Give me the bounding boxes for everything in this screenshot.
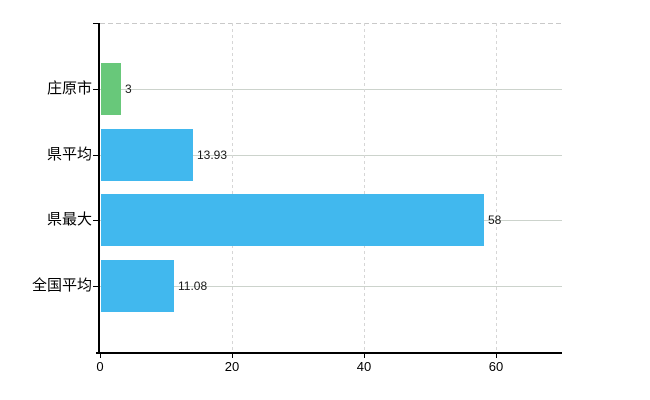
plot-area: 3 13.93 58 11.08 [100,23,562,352]
x-axis-line [96,352,562,354]
x-tick-label-60: 60 [488,359,504,374]
category-label-県最大: 県最大 [46,211,92,228]
x-axis-tick [496,352,497,358]
vertical-gridline [496,23,497,352]
bar-県最大[interactable] [101,194,484,246]
horizontal-gridline [100,286,562,287]
y-axis-tick [93,89,100,90]
y-axis-tick [93,286,100,287]
vertical-gridline [364,23,365,352]
x-axis-tick [232,352,233,358]
bar-庄原市[interactable] [101,63,121,115]
x-tick-label-40: 40 [356,359,372,374]
bar-県平均[interactable] [101,129,193,181]
horizontal-gridline [100,155,562,156]
value-label: 58 [488,213,502,227]
x-axis-tick [100,352,101,358]
category-label-庄原市: 庄原市 [46,80,92,97]
category-label-県平均: 県平均 [46,146,92,163]
vertical-gridline [232,23,233,352]
value-label: 3 [125,82,132,96]
y-axis-top-tick [93,23,100,24]
horizontal-gridline [100,89,562,90]
x-tick-label-0: 0 [96,359,104,374]
category-label-全国平均: 全国平均 [31,277,92,294]
bar-全国平均[interactable] [101,260,174,312]
y-axis-tick [93,155,100,156]
x-tick-label-20: 20 [224,359,240,374]
x-axis-tick [364,352,365,358]
plot-top-border [100,23,562,24]
value-label: 13.93 [197,148,228,162]
y-axis-tick [93,220,100,221]
y-axis-line [98,23,100,354]
value-label: 11.08 [178,279,208,293]
